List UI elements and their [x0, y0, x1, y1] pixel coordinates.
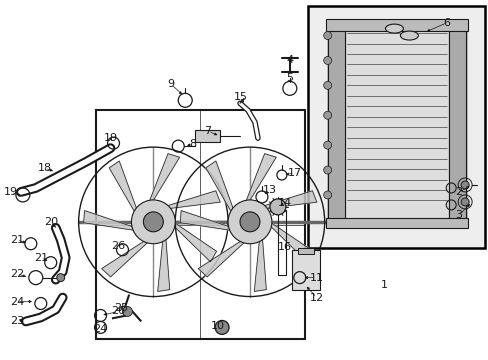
Circle shape — [323, 32, 331, 40]
Text: 26: 26 — [111, 241, 125, 251]
Bar — [325, 218, 467, 228]
Polygon shape — [327, 21, 465, 220]
Text: 23: 23 — [10, 316, 24, 327]
Polygon shape — [327, 21, 344, 220]
Text: 2: 2 — [455, 187, 462, 197]
Text: 22: 22 — [10, 269, 24, 279]
Polygon shape — [448, 21, 465, 220]
Text: 24: 24 — [93, 324, 107, 334]
Circle shape — [323, 141, 331, 149]
Circle shape — [460, 181, 468, 189]
Polygon shape — [83, 211, 135, 230]
Bar — [325, 19, 467, 31]
Polygon shape — [157, 237, 169, 292]
Text: 14: 14 — [277, 198, 291, 208]
Text: 4: 4 — [285, 55, 293, 66]
Bar — [95, 110, 304, 339]
Polygon shape — [173, 222, 216, 262]
Text: 19: 19 — [4, 187, 18, 197]
Text: 13: 13 — [263, 185, 276, 195]
Polygon shape — [269, 222, 312, 262]
Bar — [297, 248, 313, 254]
Text: 1: 1 — [380, 280, 387, 289]
Text: 11: 11 — [309, 273, 323, 283]
Text: 9: 9 — [167, 79, 175, 89]
Circle shape — [323, 57, 331, 64]
Text: 26: 26 — [111, 306, 125, 316]
Text: 21: 21 — [10, 235, 24, 245]
Text: 25: 25 — [114, 302, 128, 312]
Text: 7: 7 — [204, 126, 211, 136]
Circle shape — [460, 198, 468, 206]
Text: 16: 16 — [277, 242, 291, 252]
Circle shape — [323, 191, 331, 199]
Circle shape — [269, 199, 285, 215]
Ellipse shape — [400, 31, 417, 40]
Bar — [195, 130, 220, 142]
Text: 5: 5 — [286, 73, 293, 84]
Polygon shape — [102, 240, 149, 277]
Bar — [277, 210, 285, 275]
Polygon shape — [198, 240, 245, 277]
Text: 21: 21 — [34, 253, 48, 263]
Text: 8: 8 — [189, 139, 196, 149]
Bar — [307, 6, 484, 248]
Text: 3: 3 — [455, 210, 462, 220]
Text: 17: 17 — [287, 168, 301, 178]
Text: 20: 20 — [43, 217, 58, 227]
Polygon shape — [165, 191, 220, 209]
Polygon shape — [180, 211, 231, 230]
Circle shape — [323, 81, 331, 89]
Circle shape — [131, 200, 175, 244]
Text: 6: 6 — [443, 18, 450, 28]
Text: 24: 24 — [10, 297, 24, 306]
Text: 15: 15 — [234, 92, 247, 102]
Circle shape — [323, 166, 331, 174]
Polygon shape — [109, 161, 137, 213]
Circle shape — [57, 274, 64, 282]
Circle shape — [122, 306, 132, 316]
Text: 12: 12 — [309, 293, 323, 302]
Circle shape — [323, 111, 331, 119]
Polygon shape — [149, 154, 179, 202]
Polygon shape — [254, 237, 266, 292]
Ellipse shape — [385, 24, 403, 33]
Bar — [291, 250, 319, 289]
Circle shape — [143, 212, 163, 232]
Polygon shape — [262, 191, 316, 209]
Circle shape — [227, 200, 271, 244]
Circle shape — [215, 320, 228, 334]
Text: 18: 18 — [38, 163, 52, 173]
Text: 19: 19 — [103, 133, 117, 143]
Circle shape — [240, 212, 260, 232]
Polygon shape — [205, 161, 233, 213]
Polygon shape — [245, 154, 276, 202]
Text: 10: 10 — [211, 321, 224, 332]
